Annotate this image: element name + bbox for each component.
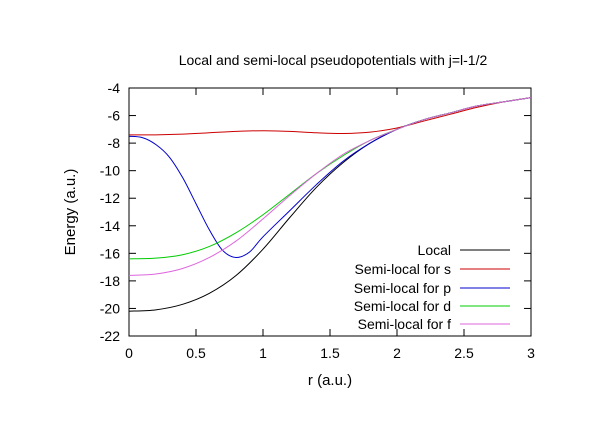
plot-frame xyxy=(128,87,532,337)
legend-label-semi-local-for-s: Semi-local for s xyxy=(355,261,451,277)
y-axis-label: Energy (a.u.) xyxy=(62,169,79,256)
x-axis: 0 0.5 1 1.5 2 2.5 3 xyxy=(125,88,535,361)
series-line-semi-local-for-f xyxy=(128,97,532,276)
x-axis-label: r (a.u.) xyxy=(308,372,352,389)
legend: Local Semi-local for s Semi-local for p Sem… xyxy=(354,242,510,332)
series-line-semi-local-for-s xyxy=(128,97,532,136)
y-tick-label: -18 xyxy=(100,273,120,289)
y-tick-label: -16 xyxy=(100,245,120,261)
y-tick-label: -4 xyxy=(108,80,121,96)
y-tick-label: -8 xyxy=(108,135,121,151)
y-tick-label: -6 xyxy=(108,108,121,124)
series-line-local xyxy=(128,97,532,312)
y-tick-label: -20 xyxy=(100,300,120,316)
legend-label-semi-local-for-f: Semi-local for f xyxy=(358,316,451,332)
chart-title: Local and semi-local pseudopotentials wi… xyxy=(179,52,488,68)
x-tick-label: 0 xyxy=(125,345,133,361)
y-tick-label: -10 xyxy=(100,163,120,179)
y-tick-label: -12 xyxy=(100,190,120,206)
legend-label-semi-local-for-d: Semi-local for d xyxy=(354,298,451,314)
x-tick-label: 1.5 xyxy=(320,345,340,361)
y-axis: -4 -6 -8 -10 -12 -14 -16 -18 -20 -22 xyxy=(100,80,531,344)
y-tick-label: -22 xyxy=(100,328,120,344)
series-lines xyxy=(128,97,532,312)
series-line-semi-local-for-d xyxy=(128,97,532,260)
y-tick-label: -14 xyxy=(100,218,120,234)
series-line-semi-local-for-p xyxy=(128,97,532,258)
legend-label-semi-local-for-p: Semi-local for p xyxy=(354,280,451,296)
x-tick-label: 2 xyxy=(393,345,401,361)
x-tick-label: 0.5 xyxy=(186,345,206,361)
x-tick-label: 1 xyxy=(259,345,267,361)
legend-label-local: Local xyxy=(418,242,451,258)
x-tick-label: 2.5 xyxy=(454,345,474,361)
x-tick-label: 3 xyxy=(527,345,535,361)
